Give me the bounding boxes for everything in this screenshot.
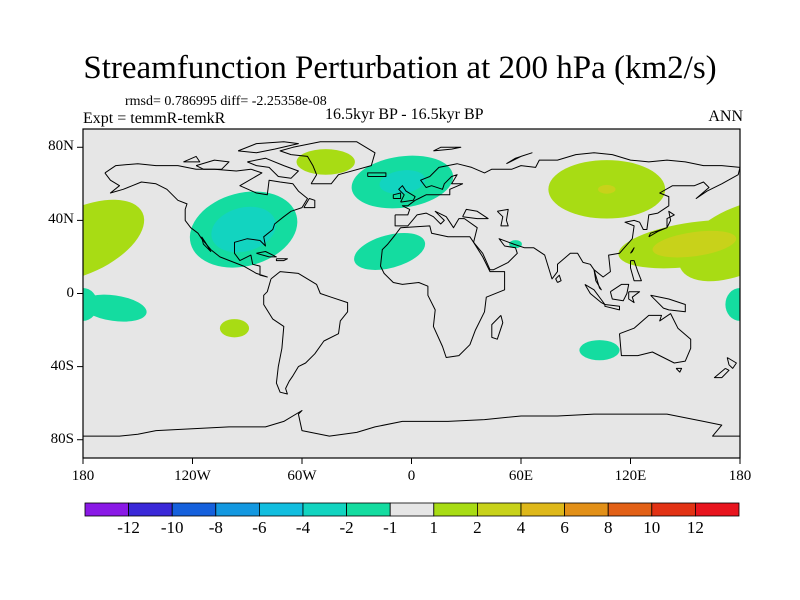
coastline-sulawesi: [628, 291, 641, 304]
lon-tick-label: 60E: [508, 468, 534, 484]
lon-tick-label: 60W: [287, 468, 317, 484]
colorbar-swatch: [564, 502, 609, 517]
map-title: Streamfunction Perturbation at 200 hPa (…: [83, 50, 717, 86]
colorbar-label: -1: [383, 518, 398, 537]
colorbar-label: -4: [295, 518, 311, 537]
anomaly-north-pacific-east-ring-1: [652, 230, 737, 258]
colorbar-label: -2: [339, 518, 354, 537]
colorbar: [84, 502, 740, 517]
colorbar-swatch: [651, 502, 696, 517]
lat-tick-label: 40N: [48, 211, 74, 228]
lon-tick-label: 0: [407, 468, 416, 484]
anomaly-south-america-ring-0: [219, 319, 250, 338]
colorbar-swatch: [433, 502, 478, 517]
coastline-greenland: [279, 141, 376, 185]
anomaly-tropical-atlantic-ring-0: [354, 232, 426, 270]
coastline-svalbard: [433, 146, 462, 152]
colorbar-label: -10: [160, 518, 184, 537]
colorbar-swatch: [171, 502, 217, 517]
coastline-great-britain: [398, 185, 416, 203]
colorbar-label: -6: [252, 518, 267, 537]
coastline-victoria: [195, 159, 230, 170]
lon-tick-label: 180: [728, 468, 752, 484]
coastline-cuba: [256, 251, 277, 258]
axis-ticks: [77, 146, 741, 464]
coastline-baja: [201, 236, 212, 252]
anomaly-indian-ocean-south-ring-0: [579, 340, 620, 361]
colorbar-swatch: [476, 502, 522, 517]
experiment-label: Expt = temmR-temkR: [83, 110, 226, 127]
coastline-taiwan: [630, 247, 635, 254]
colorbar-swatch: [215, 502, 260, 517]
coastline-tasmania: [675, 367, 683, 373]
colorbar-swatch: [520, 502, 565, 517]
coastline-hispaniola: [275, 258, 288, 262]
coastline-north-america: [104, 163, 308, 278]
coastline-java: [604, 304, 620, 311]
coastline-banks: [183, 155, 201, 163]
coastline-new-guinea: [650, 294, 686, 313]
coastline-south-america: [263, 271, 349, 395]
coastline-eurasia: [394, 152, 740, 291]
colorbar-label: 8: [603, 518, 613, 537]
stats-line: rmsd= 0.786995 diff= -2.25358e-08: [125, 94, 327, 109]
coastline-baffin: [247, 157, 299, 179]
lon-tick-label: 120E: [614, 468, 647, 484]
coastline-sri-lanka: [555, 274, 562, 283]
colorbar-swatch: [389, 502, 435, 517]
coastline-newfoundland: [303, 198, 316, 209]
colorbar-label: 12: [686, 518, 704, 537]
coastline-iceland: [367, 172, 387, 177]
lat-tick-label: 0: [66, 284, 75, 301]
coastline-new-zealand-north: [726, 357, 737, 369]
anomaly-north-atlantic-ring-1: [379, 170, 426, 194]
anomaly-siberia-ring-1: [598, 184, 616, 194]
coastline-borneo: [609, 283, 630, 302]
coastline-novaya-zemlya: [506, 152, 533, 165]
coastline-antarctica: [83, 410, 740, 437]
anomaly-greenland-ring-0: [296, 149, 355, 175]
lat-tick-label: 40S: [50, 357, 74, 374]
coastline-australia: [619, 313, 692, 364]
colorbar-label: -12: [117, 518, 140, 537]
colorbar-label: 6: [560, 518, 569, 537]
anomaly-east-pacific-equator-ring-0: [83, 294, 147, 322]
season-label: ANN: [708, 108, 743, 125]
colorbar-swatch: [695, 502, 740, 517]
coastline-new-zealand-south: [713, 367, 730, 379]
colorbar-label: 1: [429, 518, 439, 537]
colorbar-swatch: [128, 502, 173, 517]
anomaly-east-pacific-equator-ring-0: [738, 294, 740, 322]
coastline-caspian: [496, 208, 509, 227]
colorbar-label: 10: [643, 518, 661, 537]
colorbar-label: 2: [473, 518, 482, 537]
colorbar-label: -8: [208, 518, 223, 537]
lon-tick-label: 180: [71, 468, 95, 484]
colorbar-swatch: [258, 502, 304, 517]
coastline-layer: [83, 141, 740, 437]
colorbar-label: 4: [516, 518, 526, 537]
coastline-japan: [648, 210, 675, 238]
colorbar-swatch: [346, 502, 391, 517]
lat-tick-label: 80N: [48, 138, 74, 155]
anomaly-west-pacific-equator-ring-0: [83, 288, 98, 321]
coastline-ireland: [392, 192, 402, 199]
lon-tick-label: 120W: [174, 468, 211, 484]
coastline-black-sea: [462, 208, 489, 220]
coastline-madagascar: [491, 315, 504, 340]
anomaly-siberia-ring-0: [0, 160, 8, 218]
coastline-africa: [380, 225, 506, 358]
colorbar-swatch: [84, 502, 129, 517]
colorbar-swatch: [302, 502, 347, 517]
coastline-philippines: [630, 260, 642, 282]
colorbar-swatch: [607, 502, 653, 517]
period-label: 16.5kyr BP - 16.5kyr BP: [325, 106, 484, 123]
anomaly-west-pacific-equator-ring-0: [725, 288, 740, 321]
coastline-ellesmere: [237, 141, 299, 154]
coastline-sumatra: [584, 283, 606, 305]
anomaly-north-pacific-east-ring-1: [0, 226, 81, 262]
lat-tick-label: 80S: [50, 430, 74, 447]
